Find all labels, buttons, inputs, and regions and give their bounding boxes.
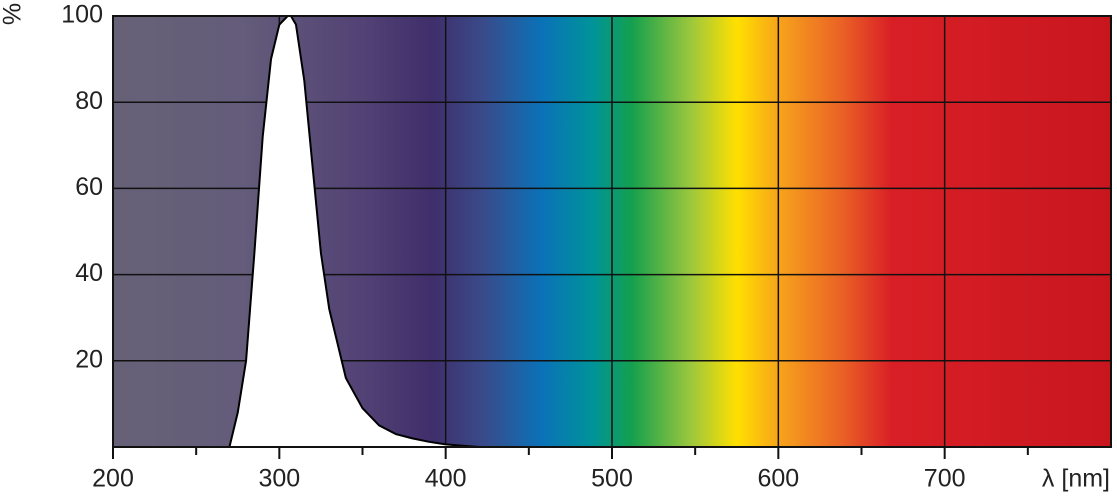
x-tick-label: 200 xyxy=(92,465,134,493)
y-axis-label: % xyxy=(0,3,27,25)
x-tick-label: 400 xyxy=(425,465,467,493)
x-axis-label: λ [nm] xyxy=(1042,465,1110,493)
x-tick-label: 700 xyxy=(924,465,966,493)
y-tick-label: 20 xyxy=(75,345,103,373)
y-tick-label: 40 xyxy=(75,259,103,287)
y-tick-label: 80 xyxy=(75,87,103,115)
x-tick-label: 300 xyxy=(258,465,300,493)
y-tick-label: 100 xyxy=(61,1,103,29)
area-fill xyxy=(229,16,479,447)
y-tick-label: 60 xyxy=(75,173,103,201)
x-tick-label: 500 xyxy=(591,465,633,493)
x-tick-label: 600 xyxy=(757,465,799,493)
area-line xyxy=(228,15,480,448)
